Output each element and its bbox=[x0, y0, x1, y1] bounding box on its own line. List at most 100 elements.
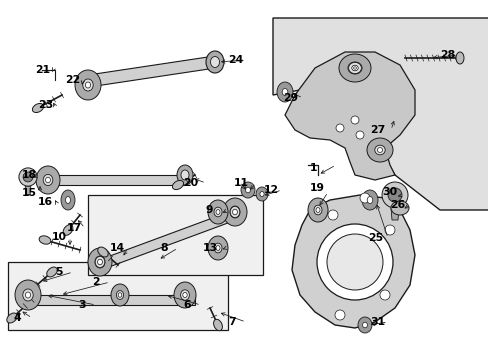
Circle shape bbox=[355, 131, 363, 139]
Polygon shape bbox=[285, 52, 414, 180]
Circle shape bbox=[359, 193, 369, 203]
Polygon shape bbox=[28, 295, 195, 305]
Ellipse shape bbox=[233, 210, 236, 214]
Ellipse shape bbox=[111, 284, 129, 306]
Ellipse shape bbox=[63, 225, 73, 235]
Text: 5: 5 bbox=[55, 267, 62, 277]
Text: 12: 12 bbox=[264, 185, 279, 195]
Circle shape bbox=[326, 234, 382, 290]
Ellipse shape bbox=[241, 182, 254, 198]
Circle shape bbox=[387, 188, 401, 202]
Polygon shape bbox=[81, 56, 215, 88]
Ellipse shape bbox=[357, 317, 371, 333]
Ellipse shape bbox=[36, 166, 60, 194]
Ellipse shape bbox=[82, 79, 93, 91]
Ellipse shape bbox=[207, 200, 227, 224]
Ellipse shape bbox=[118, 293, 122, 297]
Ellipse shape bbox=[366, 197, 372, 203]
Text: 20: 20 bbox=[183, 178, 198, 188]
Ellipse shape bbox=[180, 290, 189, 300]
Ellipse shape bbox=[377, 148, 382, 152]
Polygon shape bbox=[25, 186, 31, 194]
Ellipse shape bbox=[205, 51, 224, 73]
Text: 10: 10 bbox=[52, 232, 67, 242]
Text: 6: 6 bbox=[183, 300, 190, 310]
Text: 4: 4 bbox=[14, 313, 21, 323]
Text: 15: 15 bbox=[22, 188, 37, 198]
Ellipse shape bbox=[362, 322, 366, 328]
Text: 11: 11 bbox=[234, 178, 248, 188]
Ellipse shape bbox=[216, 246, 220, 251]
Ellipse shape bbox=[61, 190, 75, 210]
Text: 14: 14 bbox=[110, 243, 125, 253]
Ellipse shape bbox=[47, 267, 57, 277]
Circle shape bbox=[23, 172, 33, 182]
Ellipse shape bbox=[348, 62, 361, 73]
Circle shape bbox=[350, 116, 358, 124]
Polygon shape bbox=[390, 208, 398, 220]
Text: 17: 17 bbox=[67, 223, 82, 233]
Ellipse shape bbox=[25, 292, 31, 298]
Ellipse shape bbox=[213, 319, 222, 331]
Ellipse shape bbox=[98, 259, 102, 265]
Circle shape bbox=[334, 310, 345, 320]
Ellipse shape bbox=[210, 57, 219, 68]
Text: 27: 27 bbox=[369, 125, 385, 135]
Polygon shape bbox=[291, 195, 414, 328]
Ellipse shape bbox=[116, 291, 123, 300]
Bar bbox=[88, 195, 263, 275]
Ellipse shape bbox=[85, 82, 90, 88]
Text: 29: 29 bbox=[283, 93, 298, 103]
Ellipse shape bbox=[390, 201, 408, 215]
Text: 25: 25 bbox=[367, 233, 382, 243]
Ellipse shape bbox=[183, 292, 187, 298]
Text: 18: 18 bbox=[22, 170, 37, 180]
Ellipse shape bbox=[366, 138, 392, 162]
Ellipse shape bbox=[313, 205, 321, 215]
Text: 19: 19 bbox=[309, 183, 325, 193]
Circle shape bbox=[316, 224, 392, 300]
Ellipse shape bbox=[95, 256, 105, 268]
Ellipse shape bbox=[282, 89, 287, 95]
Ellipse shape bbox=[276, 82, 292, 102]
Ellipse shape bbox=[15, 280, 41, 310]
Ellipse shape bbox=[374, 145, 385, 155]
Ellipse shape bbox=[43, 174, 53, 186]
Circle shape bbox=[384, 225, 394, 235]
Text: 3: 3 bbox=[78, 300, 85, 310]
Text: 1: 1 bbox=[309, 163, 317, 173]
Ellipse shape bbox=[214, 243, 222, 253]
Ellipse shape bbox=[32, 103, 43, 113]
Circle shape bbox=[327, 210, 337, 220]
Ellipse shape bbox=[207, 236, 227, 260]
Ellipse shape bbox=[75, 70, 101, 100]
Ellipse shape bbox=[98, 260, 102, 264]
Text: 2: 2 bbox=[92, 277, 100, 287]
Text: 8: 8 bbox=[160, 243, 167, 253]
Text: 26: 26 bbox=[389, 200, 405, 210]
Circle shape bbox=[379, 290, 389, 300]
Ellipse shape bbox=[181, 170, 189, 180]
Text: 30: 30 bbox=[381, 187, 396, 197]
Text: 22: 22 bbox=[65, 75, 80, 85]
Ellipse shape bbox=[23, 289, 33, 301]
Ellipse shape bbox=[88, 248, 112, 276]
Ellipse shape bbox=[245, 187, 250, 193]
Ellipse shape bbox=[65, 197, 70, 203]
Ellipse shape bbox=[216, 210, 220, 215]
Ellipse shape bbox=[174, 282, 196, 308]
Ellipse shape bbox=[95, 256, 104, 267]
Ellipse shape bbox=[259, 192, 264, 197]
Ellipse shape bbox=[98, 247, 108, 257]
Circle shape bbox=[19, 168, 37, 186]
Bar bbox=[8, 262, 227, 330]
Text: 23: 23 bbox=[38, 100, 53, 110]
Ellipse shape bbox=[347, 62, 361, 74]
Ellipse shape bbox=[315, 208, 319, 212]
Ellipse shape bbox=[230, 206, 239, 217]
Ellipse shape bbox=[256, 187, 267, 201]
Ellipse shape bbox=[39, 236, 51, 244]
Polygon shape bbox=[48, 175, 184, 185]
Ellipse shape bbox=[455, 52, 463, 64]
Ellipse shape bbox=[172, 180, 183, 190]
